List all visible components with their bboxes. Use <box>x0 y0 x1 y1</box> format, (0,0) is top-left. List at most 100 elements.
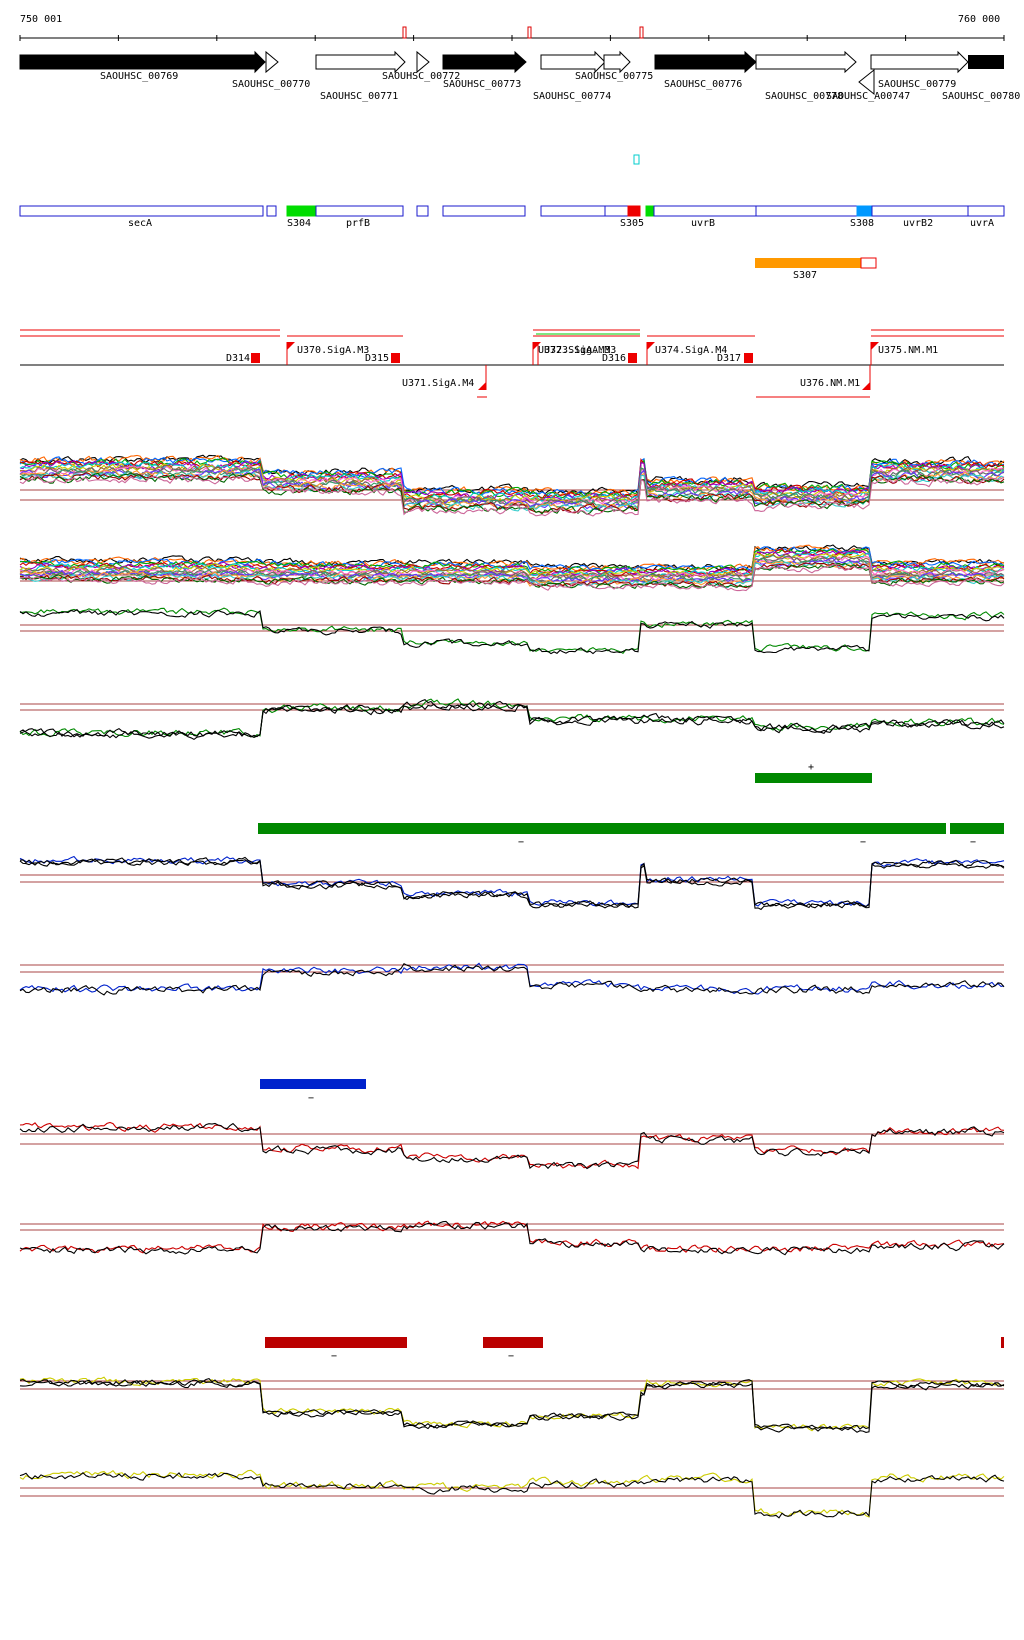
terminator[interactable] <box>391 353 400 363</box>
gene-label: SAOUHSC_00775 <box>575 71 653 82</box>
svg-text:U371.SigA.M4: U371.SigA.M4 <box>402 378 474 389</box>
condition-bar[interactable] <box>483 1337 543 1348</box>
profile-multi-2 <box>19 544 1005 592</box>
terminator-label: D316 <box>602 353 626 364</box>
operon-box[interactable] <box>315 205 404 217</box>
operon-label: secA <box>128 218 152 229</box>
gene-arrow[interactable] <box>870 50 969 74</box>
gene-arrow[interactable] <box>315 50 406 74</box>
operon-box[interactable] <box>416 205 429 217</box>
condition-sign: − <box>308 1093 314 1104</box>
cyan-marker <box>633 154 640 165</box>
segment-s304[interactable] <box>286 205 317 217</box>
tss-flag[interactable]: U374.SigA.M4 <box>646 342 727 365</box>
gene-label: SAOUHSC_00773 <box>443 79 521 90</box>
coordinate-axis: 750 001 760 000 <box>19 14 1005 41</box>
terminator[interactable] <box>744 353 753 363</box>
axis-start-label: 750 001 <box>20 14 62 25</box>
condition-bar[interactable] <box>950 823 1004 834</box>
profile-green-1 <box>19 607 1005 655</box>
svg-text:U375.NM.M1: U375.NM.M1 <box>878 345 938 356</box>
operon-label: uvrB2 <box>903 218 933 229</box>
svg-text:U372.SigA.M3: U372.SigA.M3 <box>538 345 610 356</box>
segment-green[interactable] <box>645 205 655 217</box>
gene-arrow[interactable] <box>603 50 631 74</box>
condition-bar[interactable] <box>755 773 872 783</box>
svg-text:U374.SigA.M4: U374.SigA.M4 <box>655 345 727 356</box>
condition-sign: + <box>808 762 814 773</box>
gene-arrow[interactable] <box>540 50 606 74</box>
gene-arrow[interactable] <box>442 50 527 74</box>
terminator-label: D317 <box>717 353 741 364</box>
gene-arrow[interactable] <box>265 50 279 74</box>
profile-red-2 <box>19 1220 1005 1256</box>
condition-bar[interactable] <box>260 1079 366 1089</box>
gene-label: SAOUHSC_00774 <box>533 91 611 102</box>
profile-yellow-1 <box>19 1376 1005 1433</box>
gene-arrow-minus[interactable] <box>858 68 875 96</box>
segment-label: S307 <box>793 270 817 281</box>
profile-multi-1 <box>19 454 1005 517</box>
segment-s308[interactable] <box>856 205 873 217</box>
svg-text:U373.SigA.M3: U373.SigA.M3 <box>544 345 616 356</box>
segment-s305[interactable] <box>627 205 641 217</box>
operon-box[interactable] <box>266 205 277 217</box>
segment-label: S308 <box>850 218 874 229</box>
tss-track: U370.SigA.M3 U372.SigA.M3 U373.SigA.M3 U… <box>20 329 1004 398</box>
condition-bar[interactable] <box>1001 1337 1004 1348</box>
condition-sign: − <box>970 837 976 848</box>
profile-green-2 <box>19 698 1005 741</box>
operon-box[interactable] <box>604 205 629 217</box>
profile-yellow-2 <box>19 1469 1005 1519</box>
operon-box[interactable] <box>871 205 969 217</box>
operon-box[interactable] <box>755 205 858 217</box>
profile-blue-2 <box>19 962 1005 996</box>
terminator[interactable] <box>251 353 260 363</box>
gene-label: SAOUHSC_00772 <box>382 71 460 82</box>
gene-arrow[interactable] <box>19 50 266 74</box>
tss-flag[interactable]: U370.SigA.M3 <box>286 342 369 365</box>
operon-label: uvrB <box>691 218 715 229</box>
gene-label: SAOUHSC_00779 <box>878 79 956 90</box>
operon-label: uvrA <box>970 218 994 229</box>
gene-label: SAOUHSC_00769 <box>100 71 178 82</box>
operon-box[interactable] <box>653 205 757 217</box>
operon-box[interactable] <box>967 205 1005 217</box>
terminator[interactable] <box>628 353 637 363</box>
axis-marker <box>402 26 407 39</box>
terminator-label: D315 <box>365 353 389 364</box>
terminator-label: D314 <box>226 353 250 364</box>
segment-label: S304 <box>287 218 311 229</box>
gene-label: SAOUHSC_00780 <box>942 91 1020 102</box>
svg-text:U370.SigA.M3: U370.SigA.M3 <box>297 345 369 356</box>
condition-bar[interactable] <box>265 1337 407 1348</box>
gene-label: SAOUHSC_00770 <box>232 79 310 90</box>
gene-label: SAOUHSC_00778 <box>765 91 843 102</box>
gene-arrow[interactable] <box>755 50 857 74</box>
axis-marker <box>639 26 644 39</box>
condition-bars: + − − − − − − <box>258 762 1004 1362</box>
segment-s307[interactable]: S307 <box>755 257 877 281</box>
operon-box[interactable] <box>442 205 526 217</box>
gene-arrow[interactable] <box>968 55 1004 69</box>
gene-label: SAOUHSC_00771 <box>320 91 398 102</box>
operon-box[interactable] <box>540 205 606 217</box>
axis-marker <box>527 26 532 39</box>
expression-profiles <box>19 454 1005 1519</box>
condition-sign: − <box>331 1351 337 1362</box>
operon-box[interactable] <box>19 205 264 217</box>
operon-track: secA S304 prfB S305 uvrB S308 uvrB2 uvrA <box>19 205 1005 229</box>
tss-flag-minus[interactable]: U371.SigA.M4 <box>402 365 487 390</box>
gene-arrow[interactable] <box>654 50 757 74</box>
condition-bar[interactable] <box>258 823 946 834</box>
svg-text:U376.NM.M1: U376.NM.M1 <box>800 378 860 389</box>
operon-label: prfB <box>346 218 370 229</box>
condition-sign: − <box>518 837 524 848</box>
tss-flag[interactable]: U373.SigA.M3 <box>537 342 616 365</box>
gene-label: SAOUHSC_00776 <box>664 79 742 90</box>
tss-flag[interactable]: U375.NM.M1 <box>870 342 938 365</box>
gene-arrow[interactable] <box>416 50 430 74</box>
tss-flag[interactable]: U372.SigA.M3 <box>532 342 610 365</box>
condition-sign: − <box>860 837 866 848</box>
tss-flag-minus[interactable]: U376.NM.M1 <box>800 365 871 390</box>
